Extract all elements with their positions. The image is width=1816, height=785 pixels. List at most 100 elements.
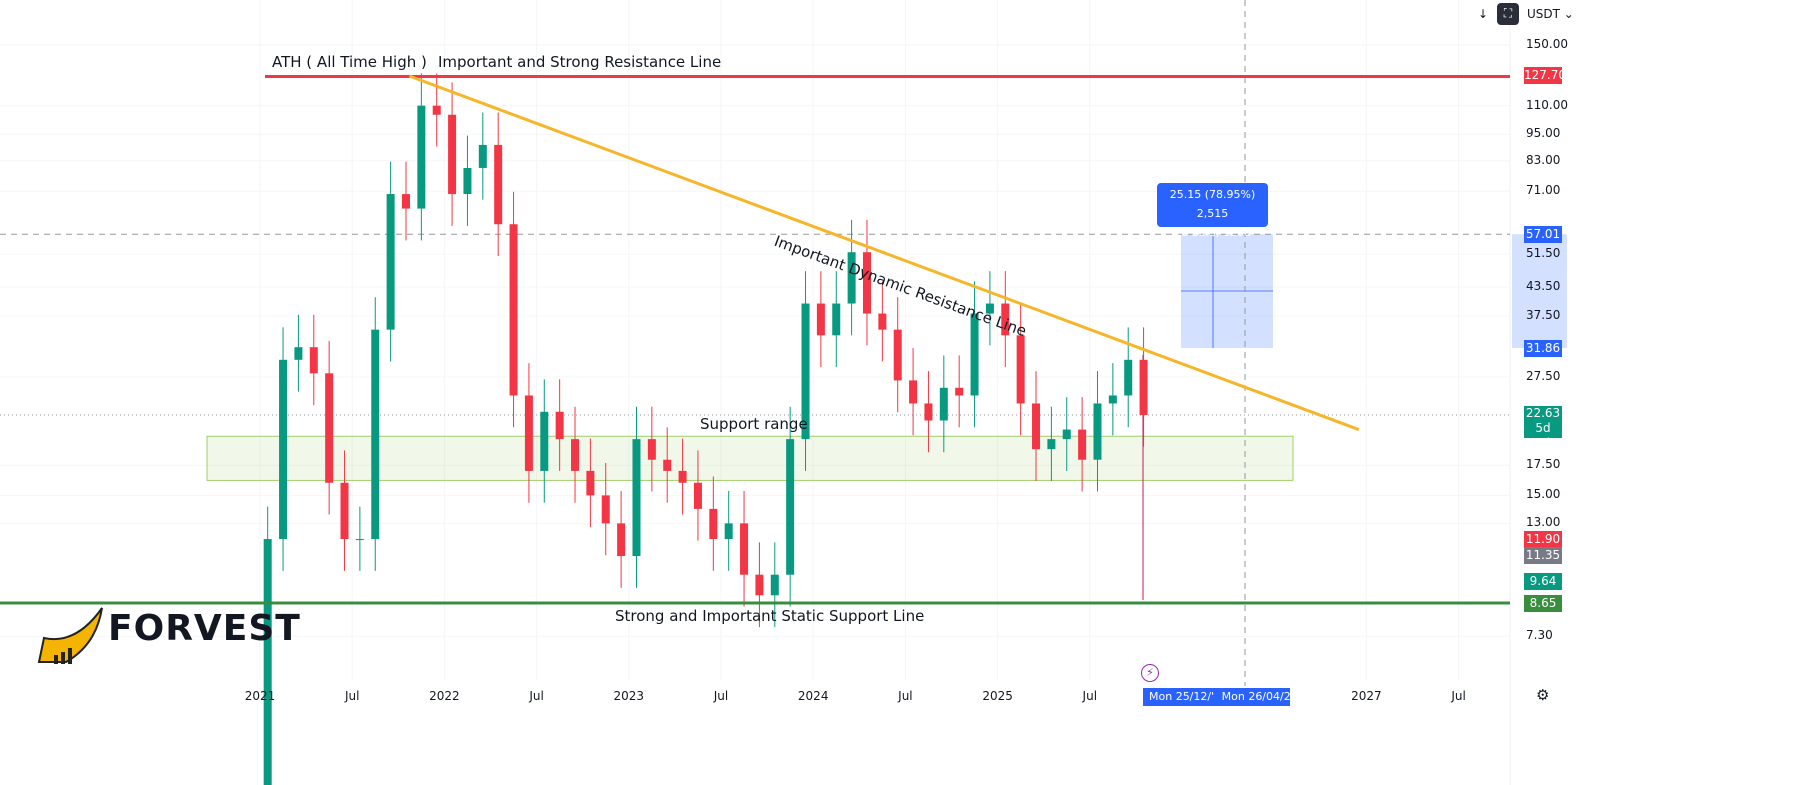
- price-tick: 27.50: [1526, 368, 1561, 383]
- candle-body: [325, 373, 334, 483]
- candle-body: [955, 387, 964, 396]
- time-tick: 2022: [429, 689, 460, 703]
- measure-change: 25.15 (78.95%) 2,515: [1169, 188, 1256, 220]
- candle-body: [401, 194, 410, 209]
- price-tick: 51.50: [1526, 246, 1561, 261]
- time-tick: 2023: [613, 689, 645, 703]
- candle-body: [847, 252, 856, 304]
- candle-body: [709, 508, 718, 540]
- time-tick: Jul: [898, 689, 913, 703]
- date-end: Mon 26/04/20: [1221, 690, 1290, 703]
- candle-body: [893, 329, 902, 381]
- candle-body: [801, 303, 810, 440]
- date-start: Mon 25/12/': [1149, 690, 1215, 703]
- price-tick: 150.00: [1526, 37, 1568, 51]
- candle-body: [755, 574, 764, 596]
- time-tick: 2021: [244, 689, 276, 703]
- green-level-badge: 9.64: [1524, 573, 1562, 590]
- candle-body: [478, 144, 487, 168]
- arrow-down-icon[interactable]: ↓: [1478, 7, 1489, 21]
- last-price: 22.63: [1525, 406, 1561, 420]
- candle-body: [309, 347, 318, 374]
- gray-level-badge: 11.35: [1524, 547, 1562, 564]
- price-tick: 83.00: [1526, 152, 1561, 167]
- candle-body: [678, 470, 687, 483]
- candle-body: [693, 482, 702, 509]
- logo-text: FORVEST: [108, 608, 301, 649]
- candle-body: [786, 439, 795, 575]
- candle-body: [279, 359, 288, 540]
- candle-body: [740, 523, 749, 575]
- price-tick: 17.50: [1526, 457, 1561, 472]
- candle-body: [1078, 429, 1087, 460]
- settings-gear-icon[interactable]: ⚙: [1536, 686, 1550, 704]
- price-tick: 71.00: [1526, 183, 1561, 198]
- candle-body: [432, 105, 441, 115]
- currency-label: USDT: [1527, 7, 1560, 21]
- currency-select[interactable]: USDT ⌄: [1527, 7, 1574, 21]
- dynamic-resistance-line: [408, 74, 1360, 431]
- static-support-label: Strong and Important Static Support Line: [615, 607, 925, 625]
- time-tick: 2024: [797, 689, 829, 703]
- candle-body: [494, 144, 503, 225]
- last-price-badge: 22.63 5d 15h: [1524, 406, 1562, 450]
- resistance-price-badge: 127.70: [1524, 67, 1566, 84]
- candle-body: [601, 495, 610, 524]
- price-tick: 7.30: [1526, 628, 1553, 643]
- price-tick: 15.00: [1526, 487, 1561, 502]
- candle-body: [340, 482, 349, 540]
- time-tick: Jul: [713, 689, 729, 703]
- candle-body: [1124, 359, 1133, 396]
- candle-body: [770, 574, 779, 596]
- measure-bottom-badge: 31.86: [1524, 340, 1562, 357]
- measure-bars: 18 bars, 126d: [1174, 226, 1251, 239]
- candle-body: [1093, 403, 1102, 460]
- time-tick: Jul: [1082, 689, 1098, 703]
- candle-body: [970, 313, 979, 396]
- candle-body: [878, 313, 887, 330]
- candle-body: [724, 523, 733, 540]
- candle-body: [263, 539, 272, 785]
- price-tick: 13.00: [1526, 515, 1561, 530]
- measure-axis-highlight: [1512, 234, 1567, 349]
- resistance-label: Important and Strong Resistance Line: [438, 53, 722, 71]
- candle-body: [1108, 395, 1117, 404]
- candle-body: [417, 105, 426, 209]
- time-tick: Jul: [529, 689, 544, 703]
- bar-countdown: 5d 15h: [1531, 421, 1555, 450]
- candle-body: [448, 114, 457, 195]
- measure-tooltip: 25.15 (78.95%) 2,515 18 bars, 126d: [1157, 183, 1268, 239]
- lightning-icon[interactable]: ⚡: [1141, 664, 1159, 682]
- candle-body: [1032, 403, 1041, 450]
- time-tick: 2025: [982, 689, 1013, 703]
- price-tick: 95.00: [1526, 126, 1561, 141]
- candle-body: [617, 523, 626, 557]
- candle-body: [909, 380, 918, 404]
- candle-body: [355, 539, 364, 541]
- candle-body: [1062, 429, 1071, 440]
- price-tick: 37.50: [1526, 308, 1561, 323]
- candle-body: [663, 459, 672, 471]
- forvest-logo: FORVEST: [36, 600, 300, 670]
- candle-body: [1001, 303, 1010, 336]
- time-tick: Jul: [1451, 689, 1466, 703]
- candle-body: [586, 470, 595, 496]
- candle-body: [647, 439, 656, 460]
- price-tick: 110.00: [1526, 97, 1568, 112]
- candle-body: [509, 224, 518, 396]
- bracket-icon[interactable]: ⛶: [1497, 3, 1519, 25]
- candle-body: [939, 387, 948, 421]
- time-tick: Jul: [344, 689, 360, 703]
- candle-body: [1139, 359, 1148, 415]
- candle-body: [524, 395, 533, 471]
- candle-body: [816, 303, 825, 336]
- candle-body: [1016, 335, 1025, 404]
- measure-top-badge: 57.01: [1524, 226, 1562, 243]
- support-price-badge: 8.65: [1524, 595, 1562, 612]
- candle-body: [832, 303, 841, 336]
- candle-body: [386, 194, 395, 330]
- candle-body: [924, 403, 933, 421]
- red-level-badge: 11.90: [1524, 531, 1562, 548]
- candle-body: [1047, 439, 1056, 450]
